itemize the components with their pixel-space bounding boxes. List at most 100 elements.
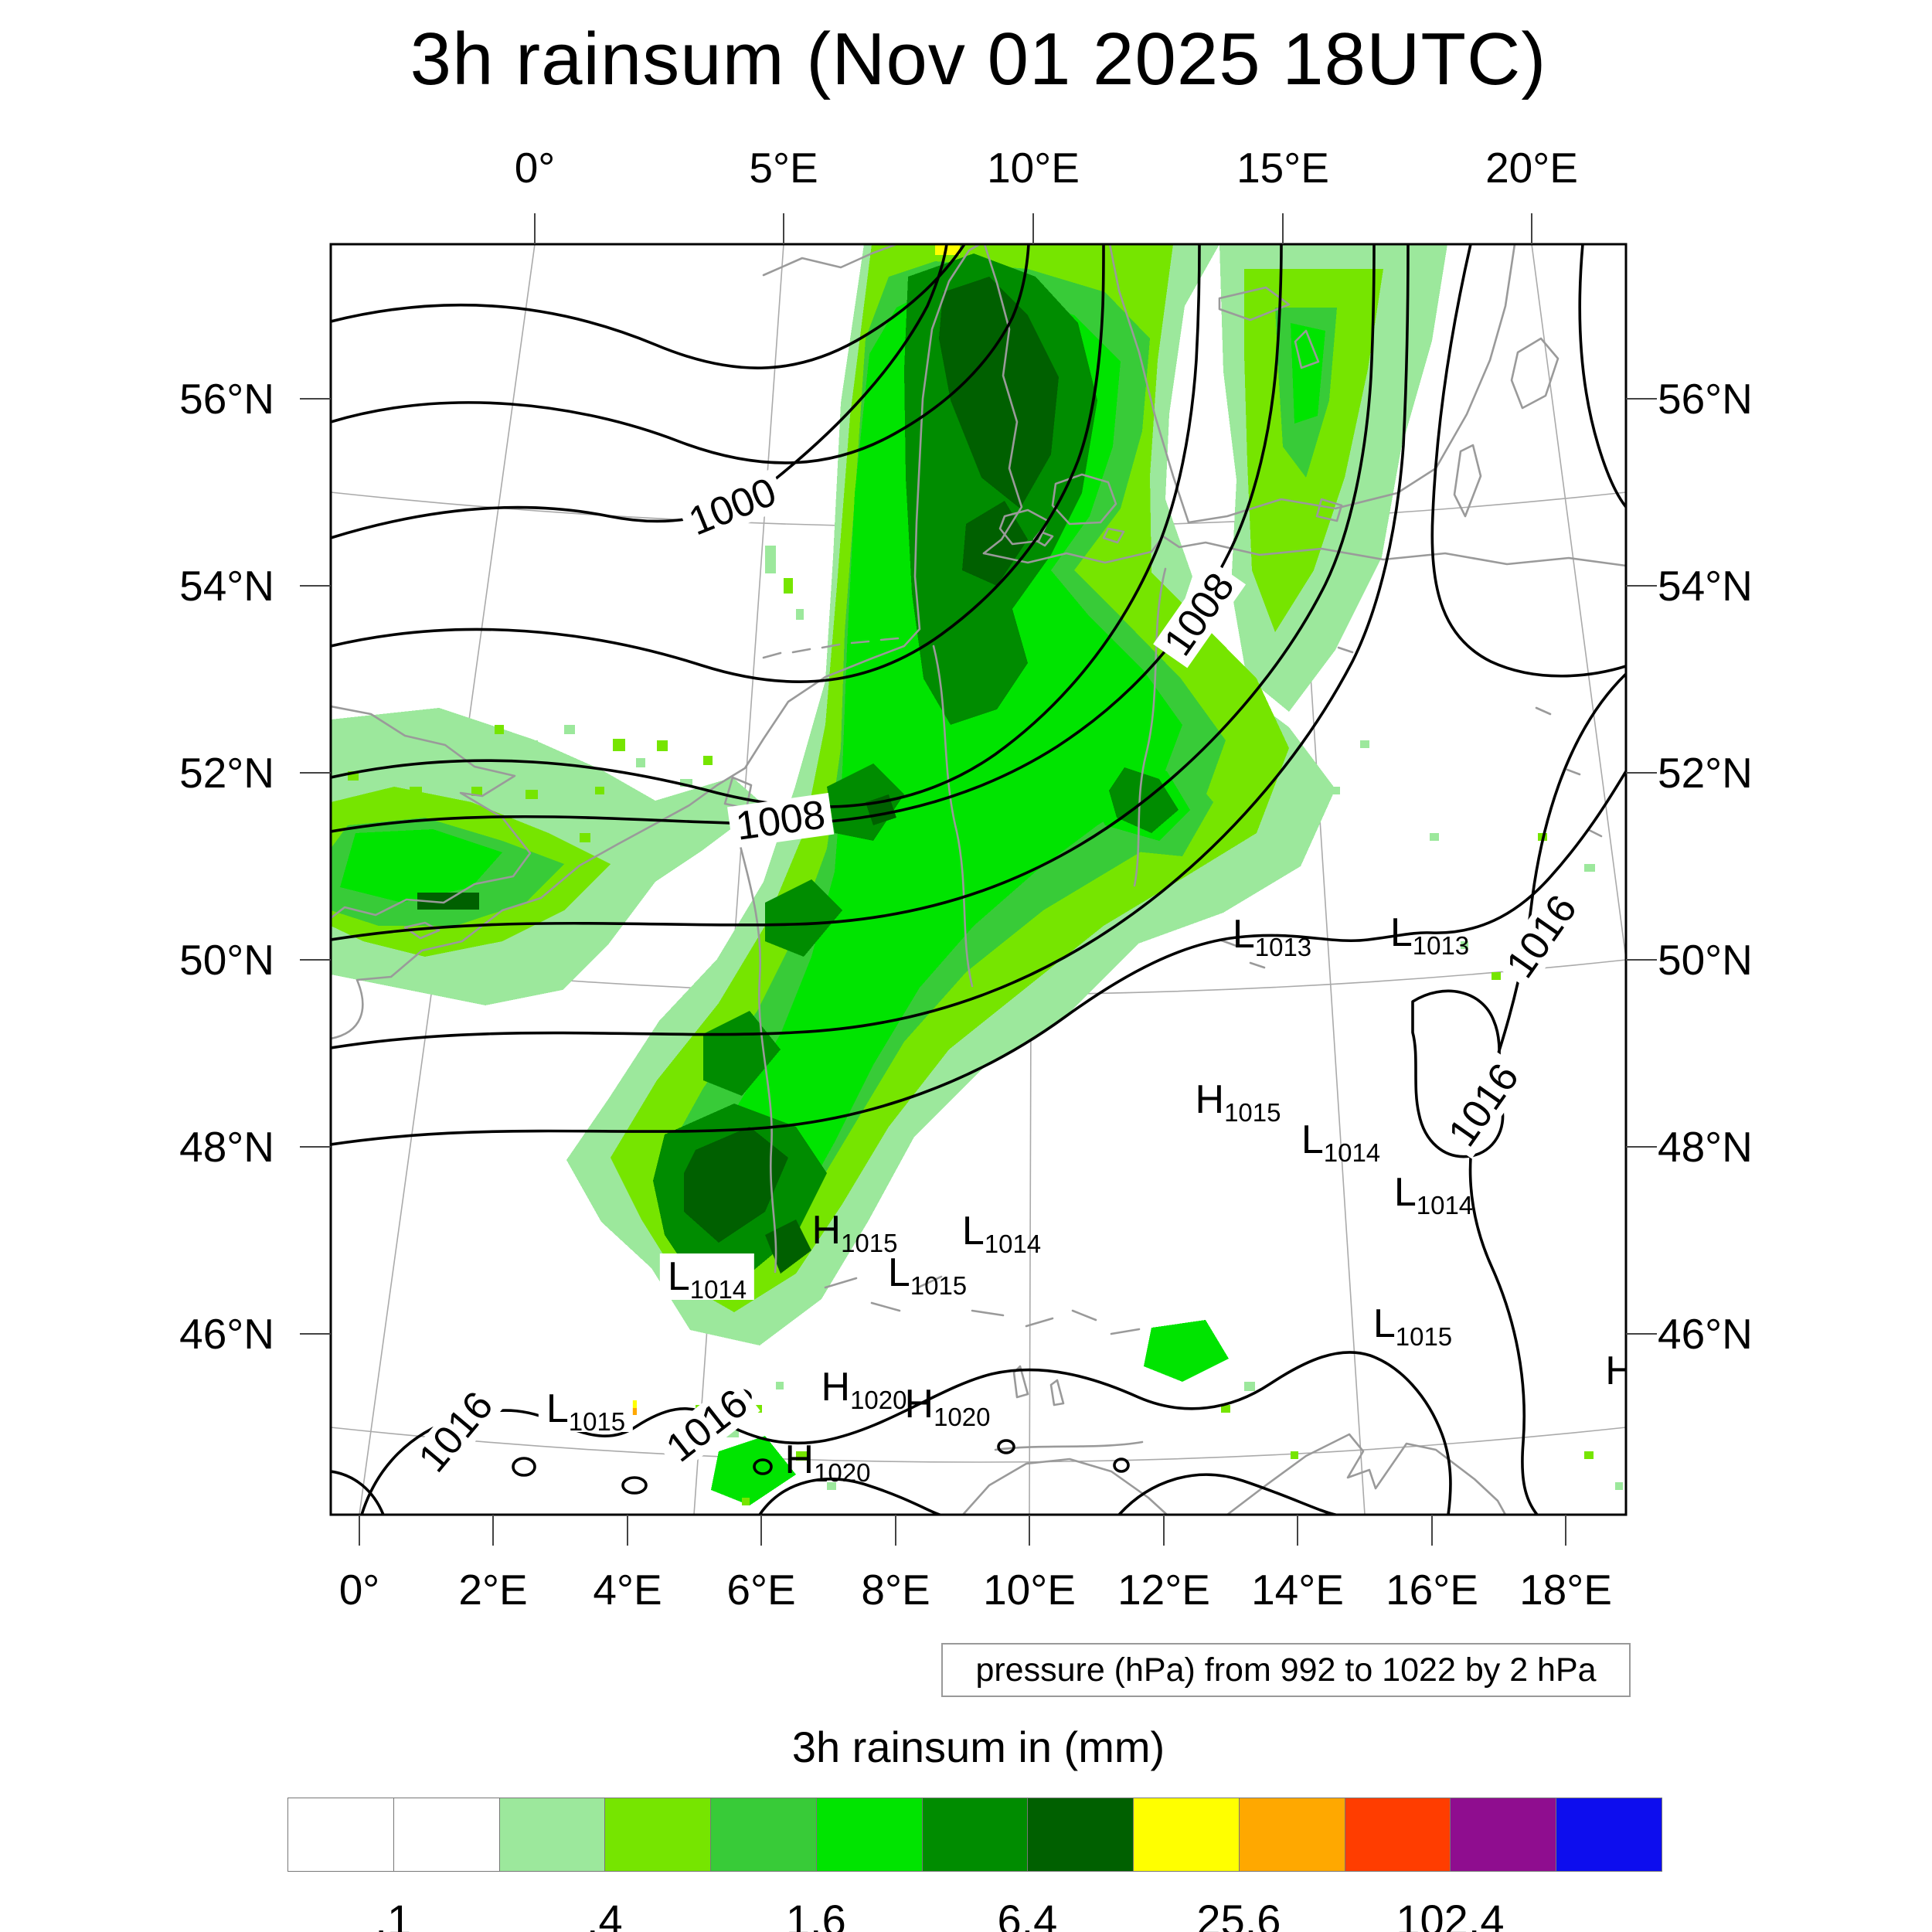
colorbar [287,1798,1662,1872]
colorbar-cell-3 [604,1798,712,1872]
rain-speck [796,1451,807,1461]
pressure-center-label: L1014 [1301,1120,1380,1165]
colorbar-tick-label: 102.4 [1396,1896,1505,1932]
pressure-contour [331,244,1283,833]
pressure-contour [512,1389,1130,1495]
pressure-center-value: 1015 [1395,1322,1453,1351]
colorbar-cell-6 [921,1798,1029,1872]
rain-speck [796,609,804,620]
pressure-center-value: 1015 [841,1229,898,1257]
rain-area-level-6 [939,277,1059,509]
contour-value-label: 1016 [406,1379,505,1485]
rain-area-level-6 [684,1127,788,1243]
rain-speck [827,1482,836,1490]
pressure-center-label: L1014 [1394,1172,1473,1218]
rain-area-level-4 [1291,323,1325,423]
rain-area-level-5 [765,879,842,957]
rain-speck [564,725,575,734]
rain-area-level-4 [711,1436,796,1505]
axis-label-bottom: 18°E [1519,1566,1612,1614]
coastline [1108,244,1516,524]
colorbar-cell-0 [287,1798,394,1872]
rain-speck [657,740,668,751]
pressure-contour [758,1478,941,1515]
colorbar-tick-label: .4 [586,1896,623,1932]
rain-speck [1360,740,1369,748]
colorbar-tick-label: 6.4 [997,1896,1058,1932]
axis-label-left: 52°N [179,749,274,797]
colorbar-cell-11 [1450,1798,1557,1872]
pressure-center-label: L1015 [888,1253,967,1298]
pressure-center-letter: L [961,1209,985,1253]
pressure-caption: pressure (hPa) from 992 to 1022 by 2 hPa [941,1643,1631,1697]
axis-label-top: 5°E [749,144,818,192]
rain-speck [1492,972,1501,980]
map-frame [329,243,1628,1516]
axis-label-top: 0° [514,144,556,192]
colorbar-tick-label: 25.6 [1196,1896,1281,1932]
rain-speck [636,758,645,767]
pressure-center-label: H1020 [821,1365,907,1413]
pressure-center-letter: H [1605,1349,1626,1393]
pressure-contour [1578,244,1626,509]
rain-speck [1329,787,1340,794]
pressure-center-label: L1013 [1232,912,1311,960]
rain-area-level-6 [417,893,479,910]
colorbar-cell-1 [393,1798,500,1872]
rain-speck [580,833,590,842]
rain-speck [1615,1482,1623,1490]
colorbar-cell-2 [498,1798,606,1872]
coastline [824,1275,1141,1406]
coastline [1453,337,1560,518]
pressure-center-value: 1014 [689,1275,747,1304]
rain-speck [1430,833,1439,841]
axis-label-left: 46°N [179,1310,274,1358]
axis-label-right: 46°N [1658,1310,1753,1358]
rain-speck [935,244,960,255]
pressure-center-label: L1015 [1372,1301,1452,1349]
axis-label-bottom: 16°E [1386,1566,1478,1614]
axis-label-left: 50°N [179,936,274,984]
coastline [961,1433,1507,1515]
rain-speck [495,802,504,810]
pressure-center-letter: L [546,1386,569,1431]
rain-speck [379,740,391,750]
rain-speck [742,1498,750,1505]
coastline [1218,286,1320,369]
rain-speck [1291,756,1304,765]
contour-value-label: 1016 [1437,1051,1530,1159]
pressure-center-letter: L [1372,1301,1396,1346]
coastline [539,244,981,900]
rain-area-level-4 [1144,1320,1229,1382]
pressure-contour [1430,244,1626,678]
pressure-contour [331,244,1201,808]
colorbar-tick-label: 1.6 [785,1896,846,1932]
contour-value-label: 1008 [1153,560,1246,668]
coastline [403,921,440,940]
axis-label-bottom: 12°E [1117,1566,1210,1614]
rain-speck [526,740,538,750]
rain-speck [1291,1451,1298,1459]
contour-value-label: 1008 [727,792,834,849]
pressure-center-letter: L [1232,912,1255,957]
pressure-contour [331,244,1410,1049]
coastline [982,535,1626,567]
axis-label-top: 20°E [1485,144,1578,192]
graticule-meridian [1531,244,1626,964]
axis-label-left: 48°N [179,1123,274,1171]
pressure-center-value: 1015 [1224,1098,1281,1127]
pressure-center-value: 1020 [850,1386,907,1414]
pressure-center-letter: H [821,1365,851,1410]
axis-label-bottom: 0° [338,1566,380,1614]
colorbar-cell-12 [1556,1798,1662,1872]
page-title: 3h rainsum (Nov 01 2025 18UTC) [410,18,1547,100]
rain-speck [613,739,625,751]
pressure-contour [331,1470,385,1515]
pressure-contour [331,244,1105,683]
coastline [1218,646,1603,969]
rain-speck [776,1382,784,1389]
colorbar-cell-4 [710,1798,817,1872]
coastline [982,244,1023,555]
